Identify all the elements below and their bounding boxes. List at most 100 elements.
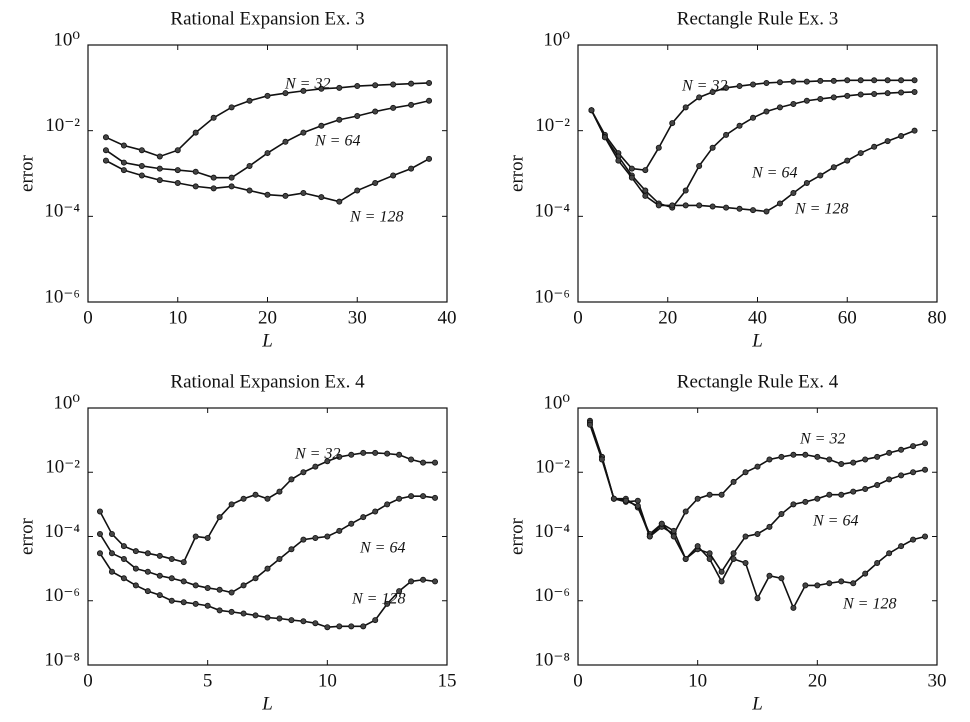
data-point [204, 584, 211, 591]
data-point [803, 180, 810, 187]
data-point [696, 162, 703, 169]
data-point [108, 568, 115, 575]
data-point [670, 533, 677, 540]
data-point [102, 134, 109, 141]
x-tick-label: 0 [83, 307, 93, 328]
data-point [723, 204, 730, 211]
data-point [790, 100, 797, 107]
data-point [174, 147, 181, 154]
data-point [96, 530, 103, 537]
data-point [336, 453, 343, 460]
data-point [669, 202, 676, 209]
data-point [610, 495, 617, 502]
data-point [776, 104, 783, 111]
data-point [723, 131, 730, 138]
data-point [432, 494, 439, 501]
data-point [586, 421, 593, 428]
data-point [862, 456, 869, 463]
data-point [736, 122, 743, 129]
data-point [120, 575, 127, 582]
data-point [192, 183, 199, 190]
data-point [372, 180, 379, 187]
data-point [420, 459, 427, 466]
data-point [862, 570, 869, 577]
data-point [300, 536, 307, 543]
data-point [750, 207, 757, 214]
data-point [348, 520, 355, 527]
x-tick-label: 20 [808, 670, 827, 691]
data-point [246, 187, 253, 194]
data-point [628, 174, 635, 181]
data-point [372, 108, 379, 115]
data-point [763, 208, 770, 215]
data-point [628, 165, 635, 172]
x-tick-label: 0 [573, 307, 583, 328]
data-point [96, 550, 103, 557]
data-point [192, 129, 199, 136]
data-point [857, 150, 864, 157]
data-point [898, 133, 905, 140]
series-line [589, 420, 926, 538]
data-point [742, 533, 749, 540]
series-line [589, 422, 926, 574]
data-point [898, 89, 905, 96]
data-point [252, 575, 259, 582]
data-point [180, 599, 187, 606]
data-point [192, 582, 199, 589]
data-point [420, 576, 427, 583]
series-label: N = 128 [794, 201, 848, 218]
data-point [886, 550, 893, 557]
data-point [766, 572, 773, 579]
data-point [874, 559, 881, 566]
data-point [372, 449, 379, 456]
data-point [754, 595, 761, 602]
series-label: N = 64 [812, 513, 858, 530]
y-tick-label: 10⁰ [53, 29, 80, 50]
data-point [910, 469, 917, 476]
data-point [408, 165, 415, 172]
y-tick-label: 10⁻⁴ [44, 201, 80, 222]
data-point [790, 501, 797, 508]
x-tick-label: 0 [83, 670, 93, 691]
data-point [871, 90, 878, 97]
data-point [390, 104, 397, 111]
data-point [778, 575, 785, 582]
data-point [742, 559, 749, 566]
data-point [911, 88, 918, 95]
data-point [830, 94, 837, 101]
data-point [120, 543, 127, 550]
data-point [132, 582, 139, 589]
data-point [766, 456, 773, 463]
data-point [814, 495, 821, 502]
data-point [252, 612, 259, 619]
data-point [210, 174, 217, 181]
data-point [408, 578, 415, 585]
data-point [874, 482, 881, 489]
data-point [228, 589, 235, 596]
data-point [156, 592, 163, 599]
data-point [736, 83, 743, 90]
data-point [156, 552, 163, 559]
data-point [910, 536, 917, 543]
data-point [192, 168, 199, 175]
data-point [174, 167, 181, 174]
data-point [348, 451, 355, 458]
x-tick-label: 60 [838, 307, 857, 328]
data-point [264, 495, 271, 502]
data-point [790, 190, 797, 197]
y-tick-label: 10⁰ [543, 29, 570, 50]
data-point [723, 84, 730, 91]
data-point [601, 134, 608, 141]
data-point [246, 97, 253, 104]
data-point [803, 78, 810, 85]
y-axis-label: error [506, 154, 527, 192]
y-tick-label: 10⁻² [535, 457, 570, 478]
data-point [802, 582, 809, 589]
series-label: N = 32 [294, 446, 340, 463]
data-point [384, 501, 391, 508]
series-label: N = 128 [351, 591, 405, 608]
data-point [132, 548, 139, 555]
data-point [228, 174, 235, 181]
data-point [216, 586, 223, 593]
data-point [264, 565, 271, 572]
